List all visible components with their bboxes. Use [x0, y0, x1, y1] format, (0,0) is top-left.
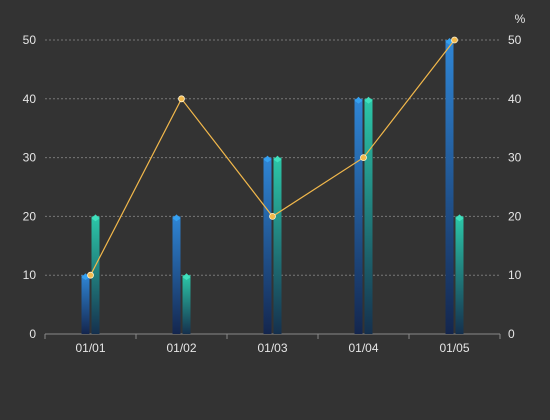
bar-cap	[182, 273, 191, 280]
x-tick-label: 01/05	[439, 341, 469, 355]
line-point	[269, 212, 276, 220]
bar	[91, 216, 100, 334]
bar-cap	[172, 214, 181, 222]
y-left-tick-label: 40	[23, 92, 37, 106]
y-right-tick-label: 40	[508, 92, 522, 106]
x-tick-label: 01/01	[75, 341, 105, 355]
x-tick-label: 01/04	[348, 341, 378, 355]
bar-cap	[91, 214, 100, 222]
bar-cap	[273, 155, 282, 163]
y-left-tick-label: 20	[23, 209, 37, 223]
bar	[445, 40, 454, 334]
y-right-tick-label: 30	[508, 151, 522, 165]
y-right-tick-label: 50	[508, 33, 522, 47]
y-left-tick-label: 50	[23, 33, 37, 47]
bar	[172, 216, 181, 334]
line-point	[451, 36, 458, 44]
y-right-tick-label: 20	[508, 209, 522, 223]
bar	[81, 275, 90, 334]
axis-layer: 0 10 20 30 40 50 0 10 20 30 40 50 01/01 01/02 01/03 01/…	[23, 33, 522, 355]
y-left-tick-label: 30	[23, 151, 37, 165]
right-axis-unit: %	[515, 12, 526, 26]
line-layer	[87, 36, 458, 279]
bar-layer	[81, 38, 464, 334]
bar	[273, 157, 282, 334]
line-point	[360, 154, 367, 162]
bar-cap	[263, 155, 272, 163]
bar-cap	[354, 96, 363, 104]
bar	[364, 98, 373, 334]
line-point	[178, 95, 185, 103]
y-right-tick-label: 0	[508, 327, 515, 341]
x-tick-label: 01/02	[166, 341, 196, 355]
x-tick-label: 01/03	[257, 341, 287, 355]
bar-cap	[364, 96, 373, 104]
bar	[354, 98, 363, 334]
y-left-tick-label: 10	[23, 268, 37, 282]
bar	[455, 216, 464, 334]
line-point	[87, 271, 94, 279]
bar-cap	[455, 214, 464, 222]
y-right-tick-label: 10	[508, 268, 522, 282]
bar-cap	[81, 273, 90, 280]
y-left-tick-label: 0	[29, 327, 36, 341]
bar	[182, 275, 191, 334]
grid-layer	[45, 39, 500, 335]
bar	[263, 157, 272, 334]
